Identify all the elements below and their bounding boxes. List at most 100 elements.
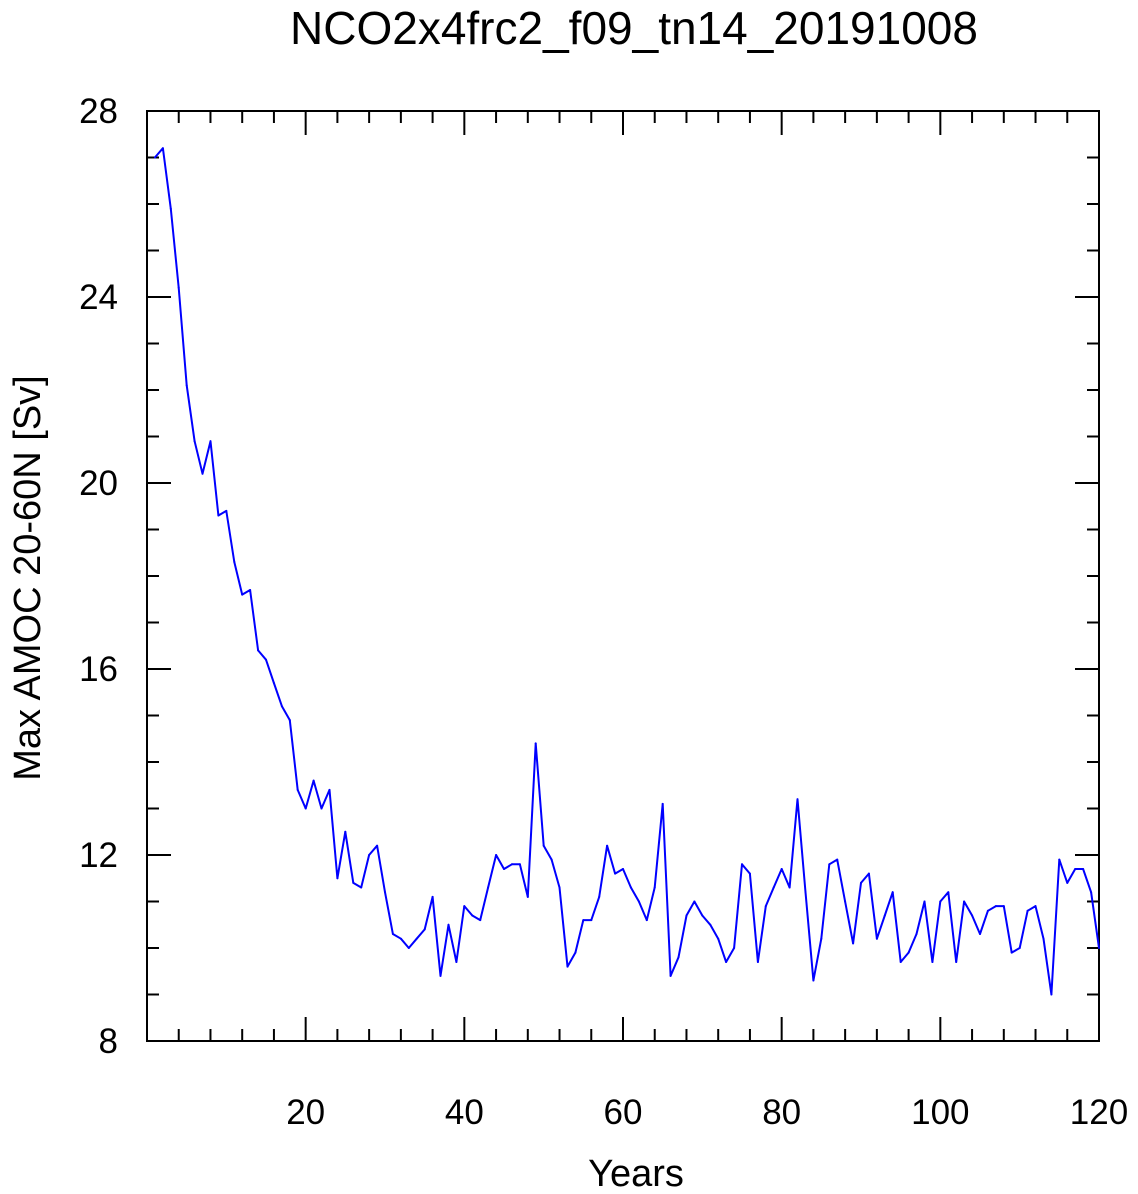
- data-point: [265, 658, 267, 661]
- data-point: [1050, 993, 1053, 996]
- data-point: [820, 937, 823, 940]
- data-point: [423, 928, 426, 931]
- data-point: [1090, 891, 1093, 894]
- data-point: [153, 156, 156, 159]
- data-point: [550, 858, 553, 861]
- data-point: [756, 961, 759, 963]
- data-point: [328, 788, 331, 791]
- data-point: [534, 742, 537, 745]
- data-point: [272, 682, 275, 684]
- data-point: [487, 886, 490, 889]
- ticks-layer: [147, 110, 1100, 1042]
- data-point: [725, 961, 728, 963]
- data-point: [677, 956, 680, 959]
- x-tick-label: 80: [762, 1093, 801, 1132]
- y-tick-label: 8: [99, 1022, 118, 1061]
- data-point: [717, 937, 720, 940]
- data-point: [439, 974, 442, 977]
- data-point: [296, 788, 299, 791]
- data-point: [1002, 905, 1005, 908]
- data-point: [518, 863, 521, 866]
- data-point: [336, 877, 339, 880]
- data-point: [828, 863, 831, 866]
- data-point: [209, 440, 212, 443]
- data-point: [455, 961, 458, 963]
- data-point: [629, 886, 632, 889]
- data-point: [463, 905, 466, 908]
- x-tick-label: 100: [911, 1093, 969, 1132]
- data-point: [1010, 951, 1013, 954]
- data-point: [1082, 868, 1085, 870]
- data-point: [344, 830, 347, 833]
- data-point: [503, 868, 505, 870]
- data-point: [1066, 881, 1069, 884]
- data-point: [764, 905, 767, 908]
- data-point: [971, 914, 974, 917]
- data-point: [748, 872, 751, 875]
- data-point: [510, 863, 513, 866]
- data-point: [994, 905, 997, 908]
- data-point: [860, 881, 862, 884]
- data-point: [399, 937, 402, 940]
- data-point: [320, 807, 323, 810]
- data-point: [479, 919, 482, 922]
- data-point: [907, 951, 910, 954]
- data-point: [185, 384, 188, 387]
- data-point: [1042, 937, 1045, 940]
- x-tick-label: 60: [604, 1093, 643, 1132]
- data-point: [1058, 858, 1061, 861]
- data-point: [1026, 909, 1029, 912]
- data-point: [614, 872, 617, 875]
- data-point: [566, 965, 569, 968]
- data-point: [368, 854, 371, 856]
- data-point: [312, 779, 315, 782]
- data-point: [225, 509, 228, 512]
- data-point: [558, 886, 561, 889]
- x-tick-label: 20: [286, 1093, 325, 1132]
- data-point: [201, 472, 204, 475]
- data-point: [741, 863, 743, 866]
- data-point: [1034, 905, 1037, 908]
- data-point: [955, 961, 958, 963]
- data-point: [852, 942, 855, 945]
- data-point: [1074, 868, 1077, 870]
- data-point: [836, 858, 839, 861]
- x-tick-labels: 20 40 60 80 100 120: [286, 1093, 1128, 1132]
- data-point: [772, 886, 775, 889]
- plot-frame: [146, 110, 1100, 1042]
- data-point: [352, 881, 355, 884]
- data-point: [415, 937, 418, 940]
- data-point: [812, 979, 815, 982]
- data-point: [447, 923, 450, 926]
- data-point: [804, 891, 807, 894]
- data-point: [217, 514, 220, 517]
- y-tick-label: 28: [79, 92, 118, 131]
- data-point: [233, 561, 236, 563]
- data-point: [1098, 947, 1100, 949]
- data-point: [391, 933, 394, 935]
- data-point: [979, 933, 981, 935]
- data-point: [542, 844, 545, 847]
- y-tick-label: 16: [79, 650, 118, 689]
- x-tick-label: 40: [445, 1093, 484, 1132]
- data-point: [582, 919, 585, 922]
- data-point: [606, 844, 609, 847]
- data-point: [304, 807, 307, 810]
- data-point: [598, 895, 601, 898]
- data-point: [780, 868, 783, 870]
- data-point: [622, 868, 624, 870]
- data-point: [661, 802, 664, 805]
- data-point: [280, 705, 283, 708]
- data-point: [249, 589, 252, 591]
- data-point: [1018, 947, 1021, 949]
- data-point: [169, 207, 172, 210]
- data-point: [384, 891, 386, 894]
- data-point: [931, 961, 934, 963]
- data-point: [875, 937, 878, 940]
- data-point: [899, 961, 902, 963]
- data-point: [288, 719, 291, 722]
- data-point: [685, 914, 688, 917]
- series-line-max-amoc: [154, 147, 1100, 996]
- data-point: [701, 914, 704, 917]
